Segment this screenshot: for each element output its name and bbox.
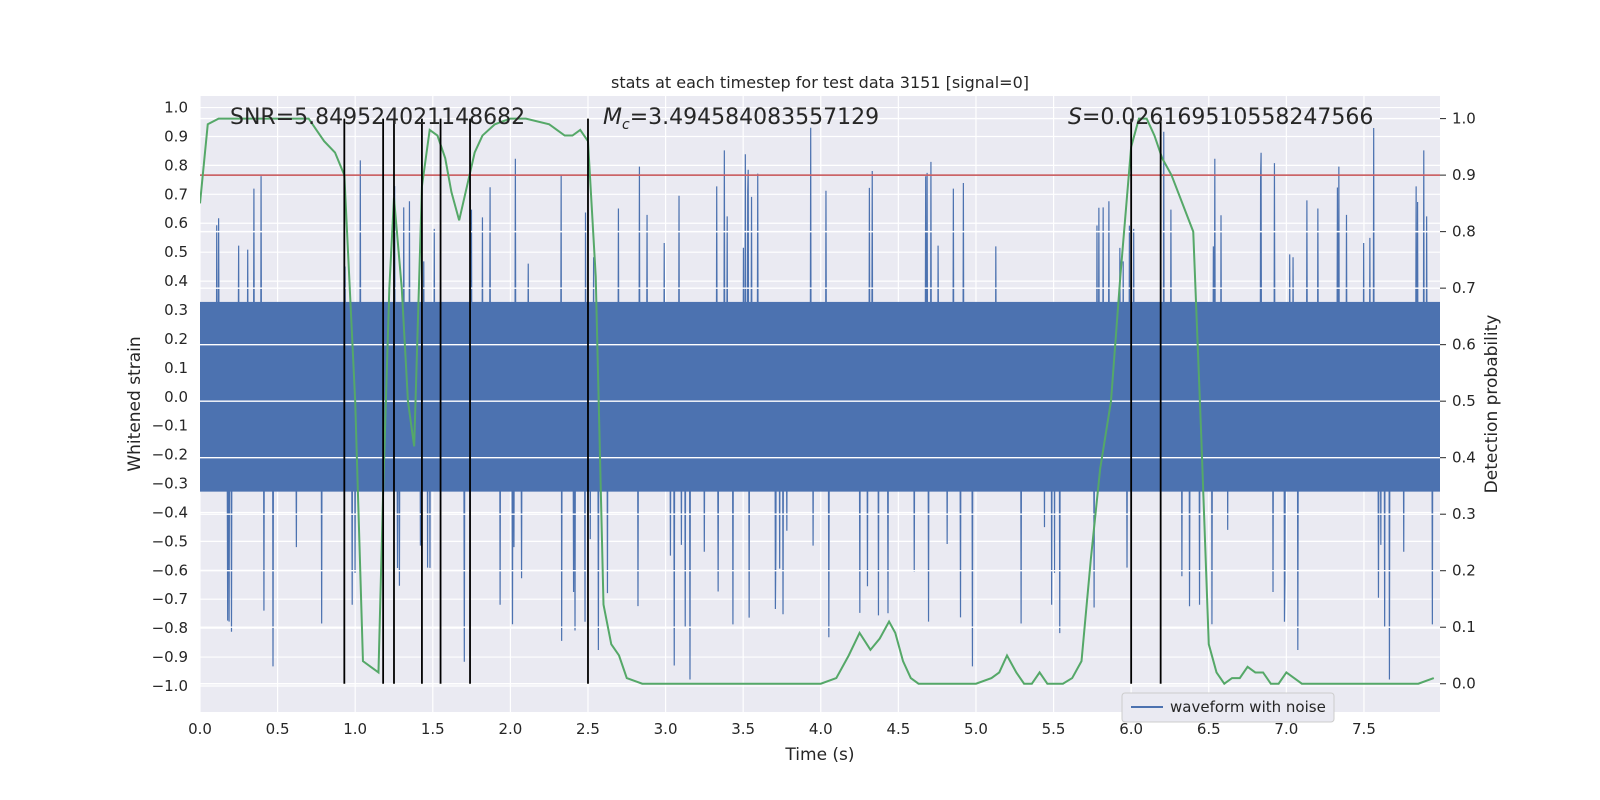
y-left-tick-label: 0.9 (164, 127, 188, 145)
x-tick-label: 2.0 (498, 720, 522, 738)
y-right-tick-label: 0.6 (1452, 336, 1476, 354)
x-tick-label: 7.0 (1274, 720, 1298, 738)
y-left-tick-label: 0.6 (164, 214, 188, 232)
y-left-tick-label: −0.3 (152, 475, 188, 493)
x-tick-label: 0.5 (266, 720, 290, 738)
y-left-tick-label: 0.1 (164, 359, 188, 377)
y-left-axis-ticks: 1.0 0.9 0.8 0.7 0.6 0.5 0.4 0.3 0.2 0.1 0.0 −0.1 −0.… (152, 99, 188, 695)
y-right-tick-label: 0.4 (1452, 449, 1476, 467)
waveform-core-band (200, 301, 1440, 492)
y-left-tick-label: 0.3 (164, 301, 188, 319)
y-left-tick-label: −0.1 (152, 417, 188, 435)
s-symbol: S (1068, 105, 1082, 130)
y-right-axis-ticks: 1.0 0.9 0.8 0.7 0.6 0.5 0.4 0.3 0.2 0.1 0.0 (1440, 110, 1476, 693)
y-left-axis-label: Whitened strain (125, 336, 145, 471)
x-axis-label: Time (s) (784, 745, 854, 765)
x-tick-label: 4.5 (886, 720, 910, 738)
y-left-tick-label: −1.0 (152, 677, 188, 695)
y-left-tick-label: 1.0 (164, 99, 188, 117)
y-right-tick-label: 0.3 (1452, 505, 1476, 523)
y-left-tick-label: −0.2 (152, 446, 188, 464)
chirp-mass-symbol: M (603, 105, 622, 130)
chart-title: stats at each timestep for test data 315… (611, 73, 1029, 92)
legend-waveform-label: waveform with noise (1170, 698, 1326, 716)
x-tick-label: 3.5 (731, 720, 755, 738)
x-tick-label: 1.0 (343, 720, 367, 738)
y-left-tick-label: −0.6 (152, 561, 188, 579)
y-left-tick-label: 0.7 (164, 185, 188, 203)
detection-probability-line (200, 117, 1435, 686)
y-right-tick-label: 0.1 (1452, 618, 1476, 636)
y-right-tick-label: 1.0 (1452, 110, 1476, 128)
y-left-tick-label: 0.5 (164, 243, 188, 261)
detection-probability-series (200, 117, 1435, 686)
y-left-tick-label: −0.9 (152, 648, 188, 666)
y-right-tick-label: 0.2 (1452, 562, 1476, 580)
x-axis-ticks: 0.0 0.5 1.0 1.5 2.0 2.5 3.0 3.5 4.0 4.5 5.0 5.5 6.0 6… (188, 720, 1376, 738)
y-left-tick-label: 0.2 (164, 330, 188, 348)
chirp-mass-annotation: Mc=3.494584083557129 (603, 105, 879, 133)
x-tick-label: 5.0 (964, 720, 988, 738)
x-tick-label: 7.5 (1352, 720, 1376, 738)
x-tick-label: 5.5 (1042, 720, 1066, 738)
x-tick-label: 6.5 (1197, 720, 1221, 738)
y-right-tick-label: 0.9 (1452, 166, 1476, 184)
x-tick-label: 2.5 (576, 720, 600, 738)
waveform-series (200, 127, 1440, 680)
y-left-tick-label: −0.7 (152, 590, 188, 608)
x-tick-label: 3.0 (654, 720, 678, 738)
chirp-mass-value: =3.494584083557129 (630, 105, 879, 130)
y-left-tick-label: −0.5 (152, 532, 188, 550)
s-value: =0.026169510558247566 (1082, 105, 1373, 130)
y-left-tick-label: 0.8 (164, 156, 188, 174)
x-tick-label: 4.0 (809, 720, 833, 738)
x-tick-label: 6.0 (1119, 720, 1143, 738)
y-right-tick-label: 0.5 (1452, 392, 1476, 410)
y-right-tick-label: 0.7 (1452, 279, 1476, 297)
y-right-tick-label: 0.8 (1452, 223, 1476, 241)
chirp-mass-subscript: c (622, 117, 630, 133)
legend: waveform with noise (1121, 692, 1335, 723)
legend-box (1121, 692, 1335, 723)
y-left-tick-label: −0.8 (152, 619, 188, 637)
y-left-tick-label: 0.4 (164, 272, 188, 290)
snr-annotation: SNR=5.849524021148682 (230, 105, 525, 130)
y-left-tick-label: −0.4 (152, 503, 188, 521)
y-right-axis-label: Detection probability (1482, 315, 1502, 494)
x-tick-label: 1.5 (421, 720, 445, 738)
y-right-tick-label: 0.0 (1452, 675, 1476, 693)
x-tick-label: 0.0 (188, 720, 212, 738)
y-left-tick-label: 0.0 (164, 388, 188, 406)
s-annotation: S=0.026169510558247566 (1068, 105, 1373, 130)
vertical-markers (343, 118, 1162, 684)
